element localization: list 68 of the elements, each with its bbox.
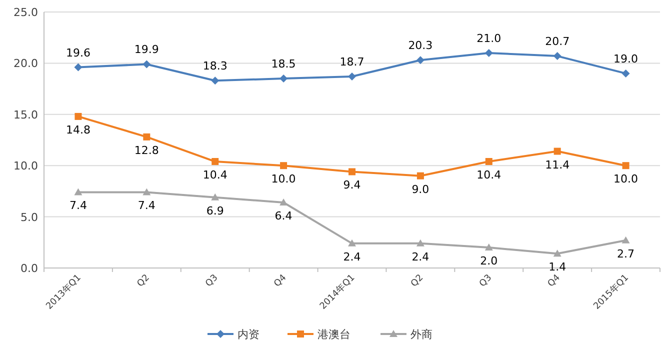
data-label: 9.0 xyxy=(412,182,430,196)
point xyxy=(416,239,424,246)
point xyxy=(74,112,82,120)
data-label: 2.4 xyxy=(412,250,430,264)
x-tick-label: Q2 xyxy=(136,273,152,290)
data-label: 10.0 xyxy=(614,172,638,186)
data-label: 6.9 xyxy=(206,204,224,218)
data-label: 2.0 xyxy=(480,254,498,268)
data-label: 19.0 xyxy=(614,52,638,66)
point xyxy=(211,76,220,85)
x-tick-label: Q4 xyxy=(272,272,289,290)
legend-label: 外商 xyxy=(410,328,432,341)
point xyxy=(485,158,492,166)
point xyxy=(622,162,630,170)
x-tick-label: Q3 xyxy=(204,273,220,290)
data-label: 20.7 xyxy=(545,35,570,48)
data-label: 12.8 xyxy=(134,144,159,157)
point xyxy=(554,148,561,155)
legend-label: 内资 xyxy=(238,328,260,341)
data-label: 9.4 xyxy=(343,178,361,192)
data-label: 7.4 xyxy=(69,199,87,212)
data-label: 14.8 xyxy=(66,123,90,136)
x-tick-label: Q3 xyxy=(478,273,494,290)
data-label: 6.4 xyxy=(274,209,292,222)
y-tick-label: 25.0 xyxy=(14,6,38,19)
point xyxy=(348,239,356,246)
x-tick-label: Q2 xyxy=(409,273,426,290)
point xyxy=(484,48,493,57)
point xyxy=(348,72,356,81)
data-label: 19.9 xyxy=(134,43,159,56)
point xyxy=(416,56,424,64)
legend-label: 港澳台 xyxy=(318,328,350,341)
data-label: 2.7 xyxy=(617,247,635,260)
data-label: 18.5 xyxy=(271,58,296,71)
point xyxy=(142,60,151,68)
point xyxy=(348,168,356,176)
y-tick-label: 10.0 xyxy=(14,160,38,173)
y-tick-label: 0.0 xyxy=(20,262,38,275)
point xyxy=(553,250,562,257)
x-tick-label: Q4 xyxy=(546,272,563,290)
point xyxy=(212,158,219,166)
data-label: 19.6 xyxy=(66,46,90,60)
point xyxy=(622,69,630,78)
data-label: 10.4 xyxy=(476,168,502,182)
point xyxy=(280,162,288,170)
point xyxy=(143,133,150,140)
data-label: 20.3 xyxy=(408,39,433,52)
point xyxy=(142,188,151,196)
data-label: 7.4 xyxy=(138,199,156,212)
data-label: 18.3 xyxy=(202,60,228,73)
point xyxy=(416,172,424,180)
y-tick-label: 15.0 xyxy=(14,108,38,122)
y-tick-label: 20.0 xyxy=(14,57,38,70)
data-label: 10.4 xyxy=(202,168,228,182)
data-label: 1.4 xyxy=(548,260,566,274)
point xyxy=(211,193,220,200)
data-label: 21.0 xyxy=(476,32,502,45)
data-label: 10.0 xyxy=(271,172,296,186)
data-label: 18.7 xyxy=(340,56,364,69)
point xyxy=(484,244,493,251)
y-tick-label: 5.0 xyxy=(20,210,38,224)
point xyxy=(553,52,562,60)
point xyxy=(74,63,82,72)
point xyxy=(74,188,82,196)
data-label: 11.4 xyxy=(545,158,570,172)
point xyxy=(622,236,630,244)
data-label: 2.4 xyxy=(343,250,361,264)
point xyxy=(280,74,288,83)
